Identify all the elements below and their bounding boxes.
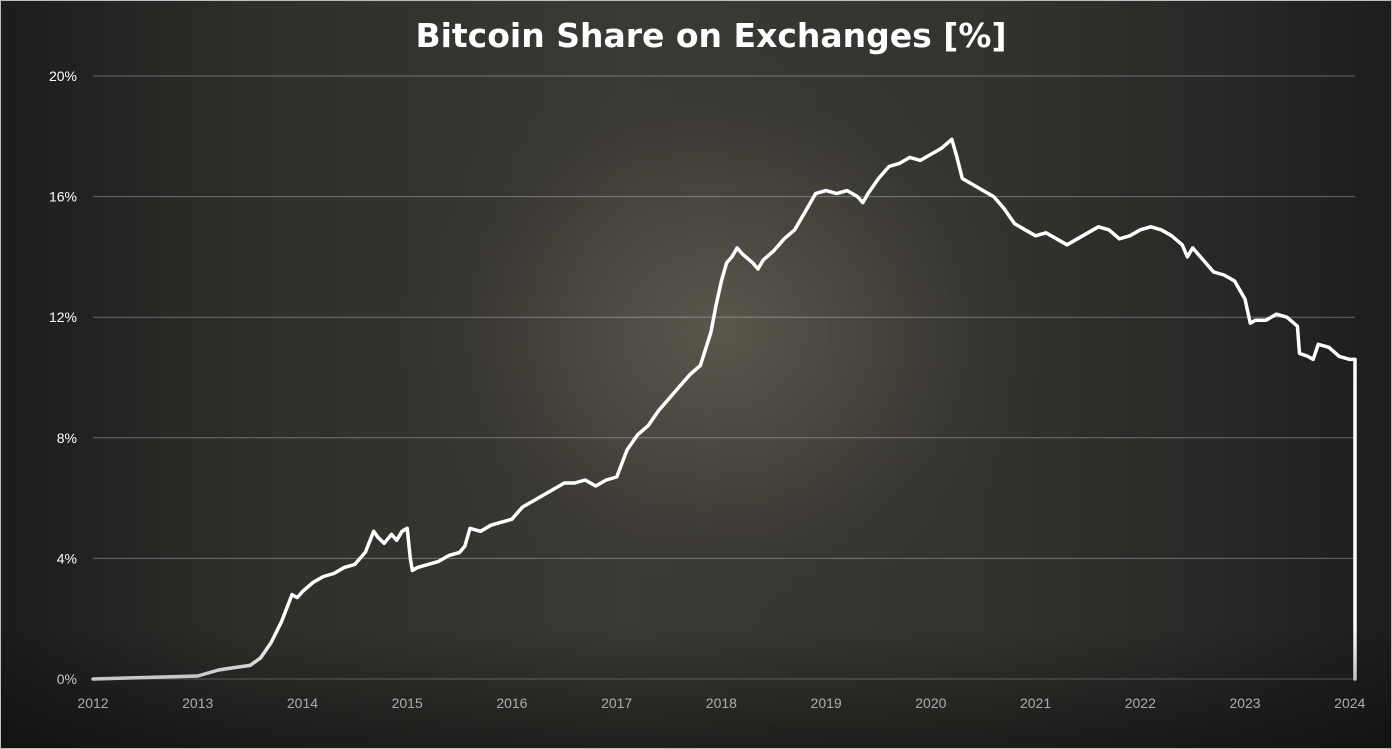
series-line (91, 137, 1357, 681)
x-tick-label: 2019 (811, 695, 842, 711)
y-tick-label: 20% (49, 68, 77, 84)
x-tick-label: 2012 (77, 695, 108, 711)
x-tick-label: 2017 (601, 695, 632, 711)
x-tick-label: 2014 (287, 695, 318, 711)
x-tick-label: 2018 (706, 695, 737, 711)
x-tick-label: 2015 (392, 695, 423, 711)
x-tick-label: 2013 (182, 695, 213, 711)
grid (93, 75, 1355, 680)
x-tick-label: 2023 (1229, 695, 1260, 711)
y-tick-label: 12% (49, 309, 77, 325)
x-tick-label: 2024 (1334, 695, 1365, 711)
x-axis: 2012 2013 2014 2015 2016 2017 2018 2019 2020 2021… (77, 695, 1365, 711)
y-tick-label: 16% (49, 189, 77, 205)
y-axis: 0% 4% 8% 12% 16% 20% (49, 68, 77, 687)
y-tick-label: 8% (57, 430, 77, 446)
x-tick-label: 2021 (1020, 695, 1051, 711)
x-tick-label: 2022 (1125, 695, 1156, 711)
x-tick-label: 2016 (496, 695, 527, 711)
y-tick-label: 4% (57, 550, 77, 566)
x-tick-label: 2020 (915, 695, 946, 711)
y-tick-label: 0% (57, 671, 77, 687)
chart-title: Bitcoin Share on Exchanges [%] (415, 16, 1006, 55)
